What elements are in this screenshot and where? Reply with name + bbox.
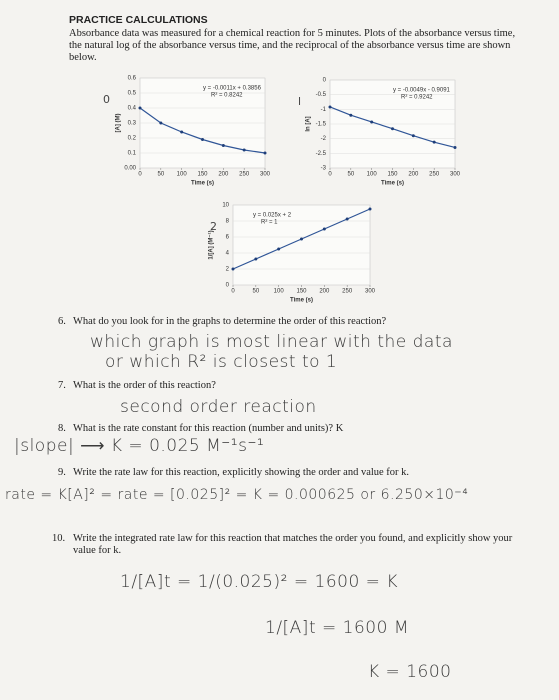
x-tick-label: 150	[296, 289, 307, 295]
data-point	[221, 144, 225, 147]
data-point	[368, 207, 372, 211]
trendline-equation: y = -0.0011x + 0.3856	[203, 86, 262, 92]
handwritten-answer: 1/[A]t = 1/(0.025)² = 1600 = K	[120, 572, 398, 592]
handwritten-answer: or which R² is closest to 1	[105, 352, 338, 372]
y-tick-label: -1	[321, 107, 327, 113]
question-number: 7.	[58, 380, 66, 391]
x-tick-label: 200	[319, 289, 330, 295]
data-point	[411, 134, 415, 138]
x-axis-label: Time (s)	[191, 181, 214, 187]
graphs: 0.000.10.20.30.40.50.60 50 100 150 200 250 300…	[103, 76, 461, 304]
handwritten-answer: |slope| ⟶ K = 0.025 M⁻¹s⁻¹	[14, 436, 265, 456]
question-number: 8.	[58, 423, 66, 434]
x-tick-label: 300	[260, 172, 271, 178]
question-text: What is the order of this reaction?	[73, 380, 216, 391]
x-tick-label: 0	[138, 172, 142, 178]
x-tick-label: 300	[365, 289, 376, 295]
x-tick-label: 50	[252, 289, 259, 295]
data-point	[231, 267, 235, 271]
y-tick-label: -2	[321, 136, 327, 142]
x-tick-label: 0	[328, 172, 332, 178]
question-text: Write the rate law for this reaction, ex…	[73, 467, 410, 478]
graph-annotation: 2	[210, 220, 217, 233]
data-point	[138, 106, 142, 110]
handwritten-answer: 1/[A]t = 1600 M	[265, 618, 409, 638]
x-tick-label: 250	[429, 172, 440, 178]
x-axis-label: Time (s)	[381, 181, 404, 187]
y-tick-label: 0.00	[124, 166, 136, 172]
data-point	[300, 237, 303, 241]
data-point	[370, 120, 374, 124]
r-squared: R² = 0.8242	[211, 93, 243, 99]
question-text: Write the integrated rate law for this r…	[73, 533, 513, 556]
data-point	[391, 127, 394, 131]
x-tick-label: 200	[218, 172, 229, 178]
y-tick-label: 0.3	[128, 121, 137, 127]
x-tick-label: 200	[408, 172, 419, 178]
data-point	[345, 217, 349, 221]
data-point	[242, 148, 246, 152]
question-text: What is the rate constant for this react…	[73, 423, 344, 434]
x-axis-label: Time (s)	[290, 298, 313, 304]
y-tick-label: 10	[222, 203, 229, 209]
y-tick-label: -0.5	[316, 92, 327, 98]
question-number: 10.	[52, 533, 66, 544]
data-point	[254, 257, 258, 261]
y-tick-label: 2	[226, 267, 230, 273]
y-tick-label: 6	[226, 235, 230, 241]
x-tick-label: 300	[450, 172, 461, 178]
x-tick-label: 100	[367, 172, 378, 178]
trendline-equation: y = -0.0049x - 0.9091	[393, 88, 451, 94]
x-tick-label: 150	[197, 172, 208, 178]
y-tick-label: 0	[323, 78, 327, 84]
y-tick-label: -3	[321, 166, 327, 172]
x-tick-label: 50	[347, 172, 354, 178]
x-tick-label: 250	[239, 172, 250, 178]
y-tick-label: 0.5	[128, 91, 137, 97]
r-squared: R² = 0.9242	[401, 95, 433, 101]
handwritten-answer: K = 1600	[368, 662, 452, 682]
data-point	[159, 121, 163, 125]
x-tick-label: 150	[387, 172, 398, 178]
graph-annotation: l	[298, 95, 301, 108]
y-tick-label: -2.5	[316, 151, 327, 157]
graph-annotation: 0	[103, 93, 110, 106]
x-tick-label: 100	[274, 289, 285, 295]
y-axis-label: ln [A]	[306, 116, 312, 131]
trendline-equation: y = 0.025x + 2	[253, 213, 292, 219]
data-point	[277, 247, 281, 251]
x-tick-label: 250	[342, 289, 353, 295]
handwritten-answer: second order reaction	[120, 397, 317, 417]
question-text: What do you look for in the graphs to de…	[73, 316, 387, 327]
handwritten-answer: rate = K[A]² = rate = [0.025]² = K = 0.0…	[5, 487, 469, 503]
x-tick-label: 50	[157, 172, 164, 178]
y-axis-label: [A] (M)	[116, 114, 122, 133]
y-tick-label: -1.5	[316, 122, 327, 128]
y-tick-label: 0.2	[128, 136, 137, 142]
data-point	[180, 130, 184, 134]
title: PRACTICE CALCULATIONS	[69, 14, 208, 26]
data-point	[201, 138, 204, 141]
y-tick-label: 4	[226, 251, 230, 257]
y-tick-label: 0	[226, 283, 230, 289]
y-tick-label: 8	[226, 219, 230, 225]
question-number: 6.	[58, 316, 66, 327]
data-point	[328, 105, 332, 109]
x-tick-label: 100	[177, 172, 188, 178]
data-point	[432, 140, 436, 144]
data-point	[349, 113, 353, 117]
intro: Absorbance data was measured for a chemi…	[69, 28, 516, 63]
handwritten-answer: which graph is most linear with the data	[90, 332, 453, 352]
data-point	[453, 145, 457, 149]
data-point	[322, 227, 326, 231]
y-axis-label: 1/[A] (M⁻¹)	[208, 230, 215, 259]
data-point	[263, 151, 267, 155]
y-tick-label: 0.6	[128, 76, 137, 82]
r-squared: R² = 1	[261, 220, 278, 226]
x-tick-label: 0	[231, 289, 235, 295]
y-tick-label: 0.1	[128, 151, 137, 157]
question-number: 9.	[58, 467, 66, 478]
y-tick-label: 0.4	[128, 106, 137, 112]
